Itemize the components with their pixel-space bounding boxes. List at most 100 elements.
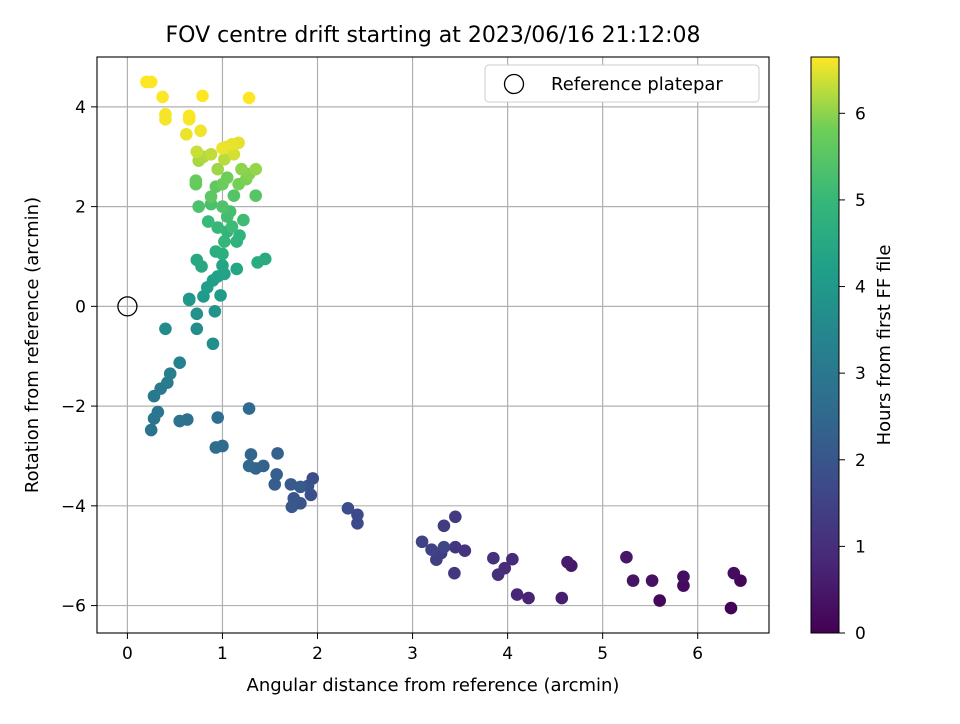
scatter-point xyxy=(235,162,248,176)
scatter-point xyxy=(285,500,299,514)
scatter-point xyxy=(487,551,500,565)
scatter-points xyxy=(140,75,747,615)
scatter-point xyxy=(201,215,215,228)
scatter-point xyxy=(190,145,204,159)
x-axis-ticks: 0 1 2 3 4 5 6 xyxy=(122,633,703,664)
grid xyxy=(97,57,769,633)
scatter-point xyxy=(144,423,158,437)
scatter-point xyxy=(430,553,443,566)
scatter-point xyxy=(242,459,256,473)
scatter-point xyxy=(561,555,574,569)
scatter-point xyxy=(341,502,355,515)
scatter-point xyxy=(173,414,186,428)
scatter-point xyxy=(449,510,462,524)
scatter-point xyxy=(645,574,659,587)
scatter-point xyxy=(677,579,690,592)
scatter-point xyxy=(268,478,282,491)
scatter-point xyxy=(251,256,264,269)
scatter-point xyxy=(237,213,250,227)
scatter-point xyxy=(163,367,177,380)
scatter-point xyxy=(242,91,256,105)
scatter-point xyxy=(218,152,231,166)
scatter-point xyxy=(189,174,203,187)
x-axis-label: Angular distance from reference (arcmin) xyxy=(247,675,620,696)
colorbar-tick-label: 2 xyxy=(855,451,866,471)
colorbar-tick-label: 3 xyxy=(855,364,866,384)
scatter-point xyxy=(653,594,666,607)
scatter-point xyxy=(206,337,220,351)
scatter-point xyxy=(225,220,239,233)
scatter-point xyxy=(218,235,231,248)
colorbar-ticks: 0 1 2 3 4 5 6 xyxy=(839,104,866,644)
scatter-point xyxy=(192,200,206,213)
scatter-point xyxy=(230,262,244,276)
y-tick-label: 4 xyxy=(75,98,86,118)
scatter-point xyxy=(194,124,207,138)
scatter-point xyxy=(284,478,298,491)
x-tick-label: 2 xyxy=(312,644,323,664)
scatter-point xyxy=(182,292,196,306)
scatter-point xyxy=(425,543,438,557)
y-tick-label: −4 xyxy=(61,497,86,517)
legend: Reference platepar xyxy=(484,64,760,103)
scatter-point xyxy=(244,448,258,461)
scatter-point xyxy=(216,247,229,261)
scatter-point xyxy=(437,540,451,554)
scatter-point xyxy=(249,189,263,202)
legend-label-reference: Reference platepar xyxy=(551,74,723,95)
colorbar-tick-label: 1 xyxy=(855,537,866,557)
scatter-point xyxy=(196,89,209,103)
colorbar-tick-label: 6 xyxy=(855,104,866,124)
scatter-point xyxy=(180,127,193,141)
scatter-point xyxy=(249,162,263,176)
scatter-point xyxy=(626,574,640,587)
x-tick-label: 6 xyxy=(692,644,703,664)
colorbar xyxy=(810,56,840,634)
x-tick-label: 5 xyxy=(597,644,608,664)
x-tick-label: 1 xyxy=(217,644,228,664)
scatter-point xyxy=(204,147,218,161)
x-tick-label: 3 xyxy=(407,644,418,664)
reference-platepar-marker xyxy=(117,296,138,317)
scatter-point xyxy=(216,200,229,213)
y-axis-ticks: −6 −4 −2 0 2 4 xyxy=(61,98,97,617)
colorbar-tick-label: 5 xyxy=(855,191,866,211)
y-tick-label: 0 xyxy=(75,297,86,317)
chart-title: FOV centre drift starting at 2023/06/16 … xyxy=(166,23,701,48)
scatter-point xyxy=(156,90,169,104)
scatter-point xyxy=(242,402,256,415)
scatter-point xyxy=(173,356,186,370)
scatter-point xyxy=(415,535,429,549)
scatter-point xyxy=(448,566,461,580)
scatter-point xyxy=(195,260,208,273)
scatter-point xyxy=(211,221,225,234)
scatter-point xyxy=(233,229,246,242)
scatter-point xyxy=(225,137,239,151)
scatter-point xyxy=(270,468,283,481)
legend-box xyxy=(484,64,760,103)
scatter-point xyxy=(271,447,284,460)
scatter-point xyxy=(151,405,165,419)
colorbar-tick-label: 0 xyxy=(855,624,866,644)
scatter-point xyxy=(208,305,222,318)
scatter-point xyxy=(555,591,569,605)
scatter-point xyxy=(677,570,690,583)
scatter-point xyxy=(159,322,172,336)
plot-frame xyxy=(96,56,770,634)
x-tick-label: 0 xyxy=(122,644,133,664)
scatter-point xyxy=(190,322,204,336)
scatter-point xyxy=(227,189,241,202)
scatter-point xyxy=(458,544,472,558)
y-tick-label: −6 xyxy=(61,597,86,617)
scatter-point xyxy=(220,171,234,184)
scatter-point xyxy=(510,588,524,601)
reference-marker-group xyxy=(117,296,138,317)
scatter-point xyxy=(506,552,519,566)
scatter-point xyxy=(216,259,229,272)
scatter-point xyxy=(159,108,172,121)
colorbar-tick-label: 4 xyxy=(855,278,866,298)
scatter-point xyxy=(351,508,364,522)
scatter-point xyxy=(522,591,535,605)
x-tick-label: 4 xyxy=(502,644,513,664)
